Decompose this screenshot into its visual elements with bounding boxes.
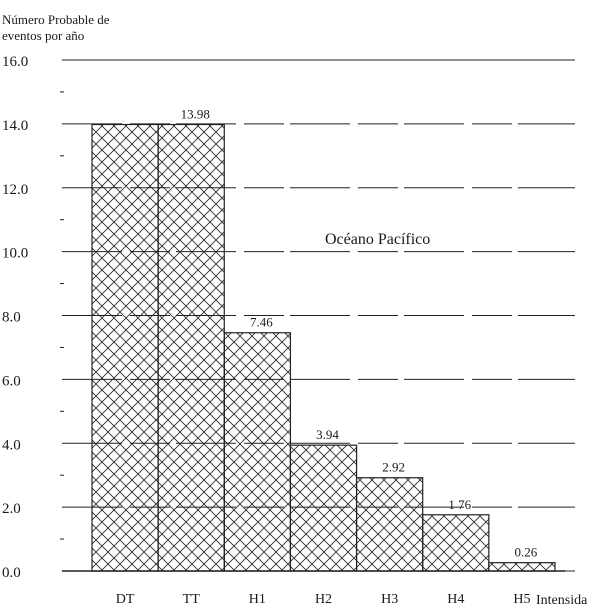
y-axis-ticks: 0.0 2.0 4.0 6.0 8.0 10.0 12.0 14.0 16.0 <box>2 54 64 581</box>
x-tick-label: H1 <box>249 592 266 607</box>
annotation-ocean: Océano Pacífico <box>325 231 430 248</box>
y-axis-title-line-1: Número Probable de <box>2 12 110 27</box>
x-tick-label: TT <box>183 592 201 607</box>
x-axis-ticks: DT TT H1 H2 H3 H4 H5 <box>116 592 531 607</box>
y-tick-label: 6.0 <box>2 373 21 389</box>
data-label: 0.26 <box>515 545 538 560</box>
y-tick-label: 14.0 <box>2 118 28 134</box>
bar-dt <box>91 123 159 572</box>
x-tick-label: H2 <box>315 592 332 607</box>
x-tick-label: DT <box>116 592 135 607</box>
bars <box>91 123 556 572</box>
bar-h3 <box>355 477 424 572</box>
data-label: 13.98 <box>181 107 210 122</box>
y-tick-label: 8.0 <box>2 310 21 326</box>
y-tick-label: 4.0 <box>2 437 21 453</box>
x-axis-title: Intensida <box>536 593 588 608</box>
data-label: 2.92 <box>382 460 405 475</box>
x-tick-label: H5 <box>513 592 530 607</box>
y-axis-title-line-2: eventos por año <box>2 28 84 43</box>
y-tick-label: 2.0 <box>2 501 21 517</box>
bar-h2 <box>289 444 358 572</box>
x-tick-label: H4 <box>447 592 464 607</box>
data-label: 1 76 <box>448 497 471 512</box>
bar-h4 <box>422 514 490 572</box>
data-labels: 13.98 7.46 3.94 2.92 1 76 0.26 <box>181 107 538 560</box>
data-label: 7.46 <box>250 315 273 330</box>
bar-tt <box>157 123 225 572</box>
y-tick-label: 16.0 <box>2 54 28 70</box>
y-tick-label: 0.0 <box>2 565 21 581</box>
bar-h5 <box>488 562 556 572</box>
y-tick-label: 10.0 <box>2 246 28 262</box>
x-tick-label: H3 <box>381 592 398 607</box>
y-tick-label: 12.0 <box>2 182 28 198</box>
bar-h1 <box>223 332 292 572</box>
data-label: 3.94 <box>316 427 339 442</box>
